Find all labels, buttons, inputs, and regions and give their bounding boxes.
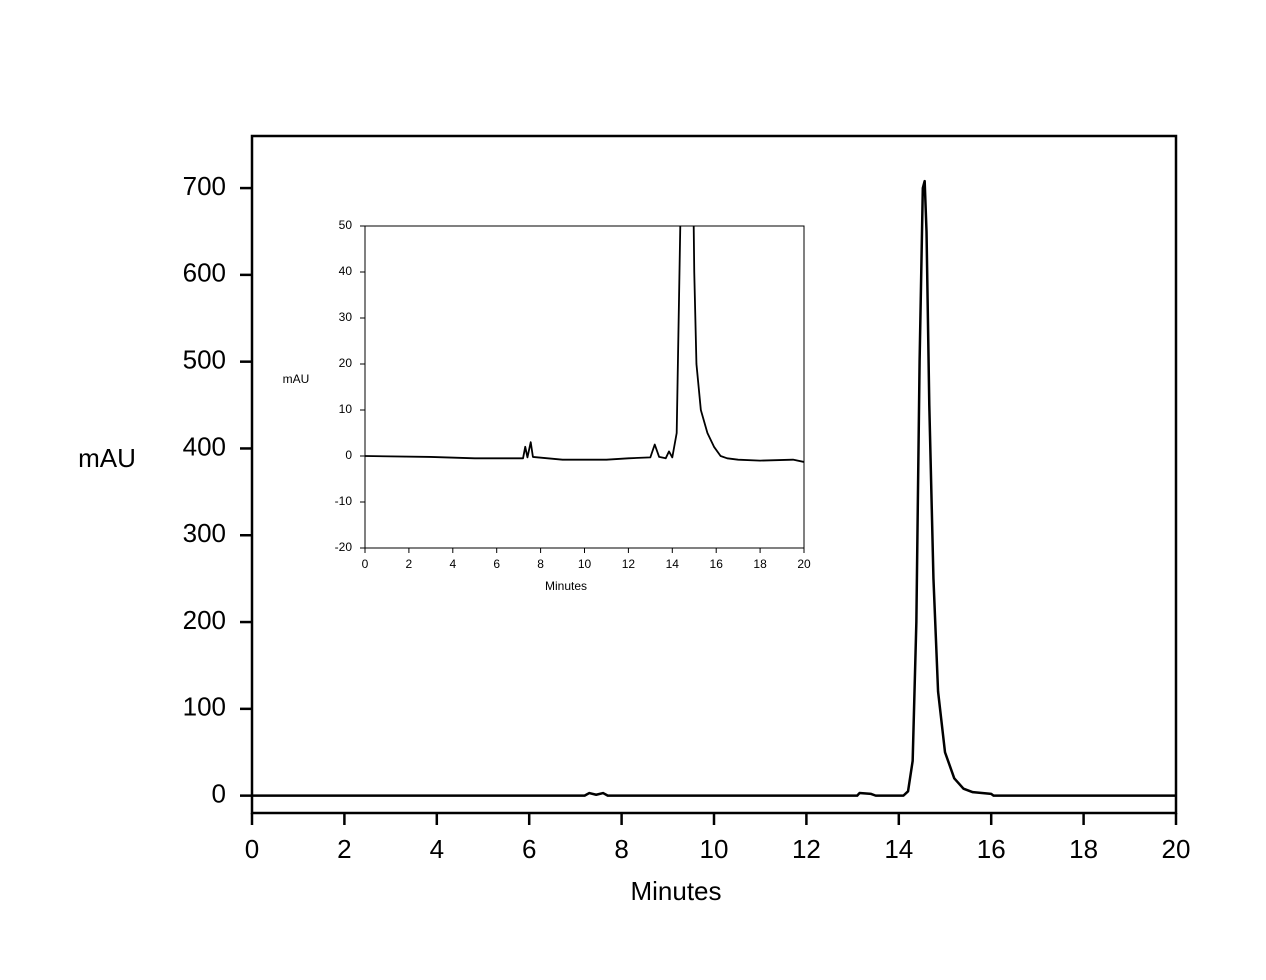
x-tick-label: 14 — [666, 557, 680, 571]
y-tick-label: 0 — [345, 448, 352, 462]
y-tick-label: 20 — [339, 356, 353, 370]
x-tick-label: 4 — [430, 834, 444, 864]
x-tick-label: 4 — [449, 557, 456, 571]
x-tick-label: 2 — [337, 834, 351, 864]
y-tick-label: 700 — [183, 171, 226, 201]
y-tick-label: 300 — [183, 518, 226, 548]
x-tick-label: 0 — [362, 557, 369, 571]
x-axis-label: Minutes — [545, 579, 587, 593]
x-tick-label: 20 — [1162, 834, 1191, 864]
x-tick-label: 6 — [493, 557, 500, 571]
x-tick-label: 18 — [1069, 834, 1098, 864]
x-tick-label: 14 — [884, 834, 913, 864]
x-tick-label: 12 — [792, 834, 821, 864]
x-tick-label: 0 — [245, 834, 259, 864]
line-series — [365, 226, 804, 463]
x-tick-label: 12 — [622, 557, 636, 571]
x-tick-label: 10 — [700, 834, 729, 864]
y-tick-label: 10 — [339, 402, 353, 416]
x-tick-label: 16 — [977, 834, 1006, 864]
line-series — [252, 179, 1176, 797]
y-tick-label: 500 — [183, 345, 226, 375]
y-tick-label: 400 — [183, 431, 226, 461]
x-axis-label: Minutes — [630, 876, 721, 906]
x-tick-label: 2 — [406, 557, 413, 571]
x-tick-label: 20 — [797, 557, 811, 571]
x-tick-label: 8 — [537, 557, 544, 571]
x-tick-label: 18 — [753, 557, 767, 571]
y-axis-label: mAU — [78, 443, 136, 473]
y-axis-label: mAU — [283, 372, 310, 386]
y-tick-label: 30 — [339, 310, 353, 324]
y-tick-label: 200 — [183, 605, 226, 635]
y-tick-label: 40 — [339, 264, 353, 278]
x-tick-label: 10 — [578, 557, 592, 571]
y-tick-label: -20 — [335, 540, 353, 554]
y-tick-label: 50 — [339, 218, 353, 232]
y-tick-label: 100 — [183, 692, 226, 722]
x-tick-label: 16 — [710, 557, 724, 571]
x-tick-label: 6 — [522, 834, 536, 864]
plot-frame — [364, 225, 805, 549]
y-tick-label: 0 — [212, 779, 226, 809]
y-tick-label: -10 — [335, 494, 353, 508]
y-tick-label: 600 — [183, 258, 226, 288]
x-tick-label: 8 — [614, 834, 628, 864]
